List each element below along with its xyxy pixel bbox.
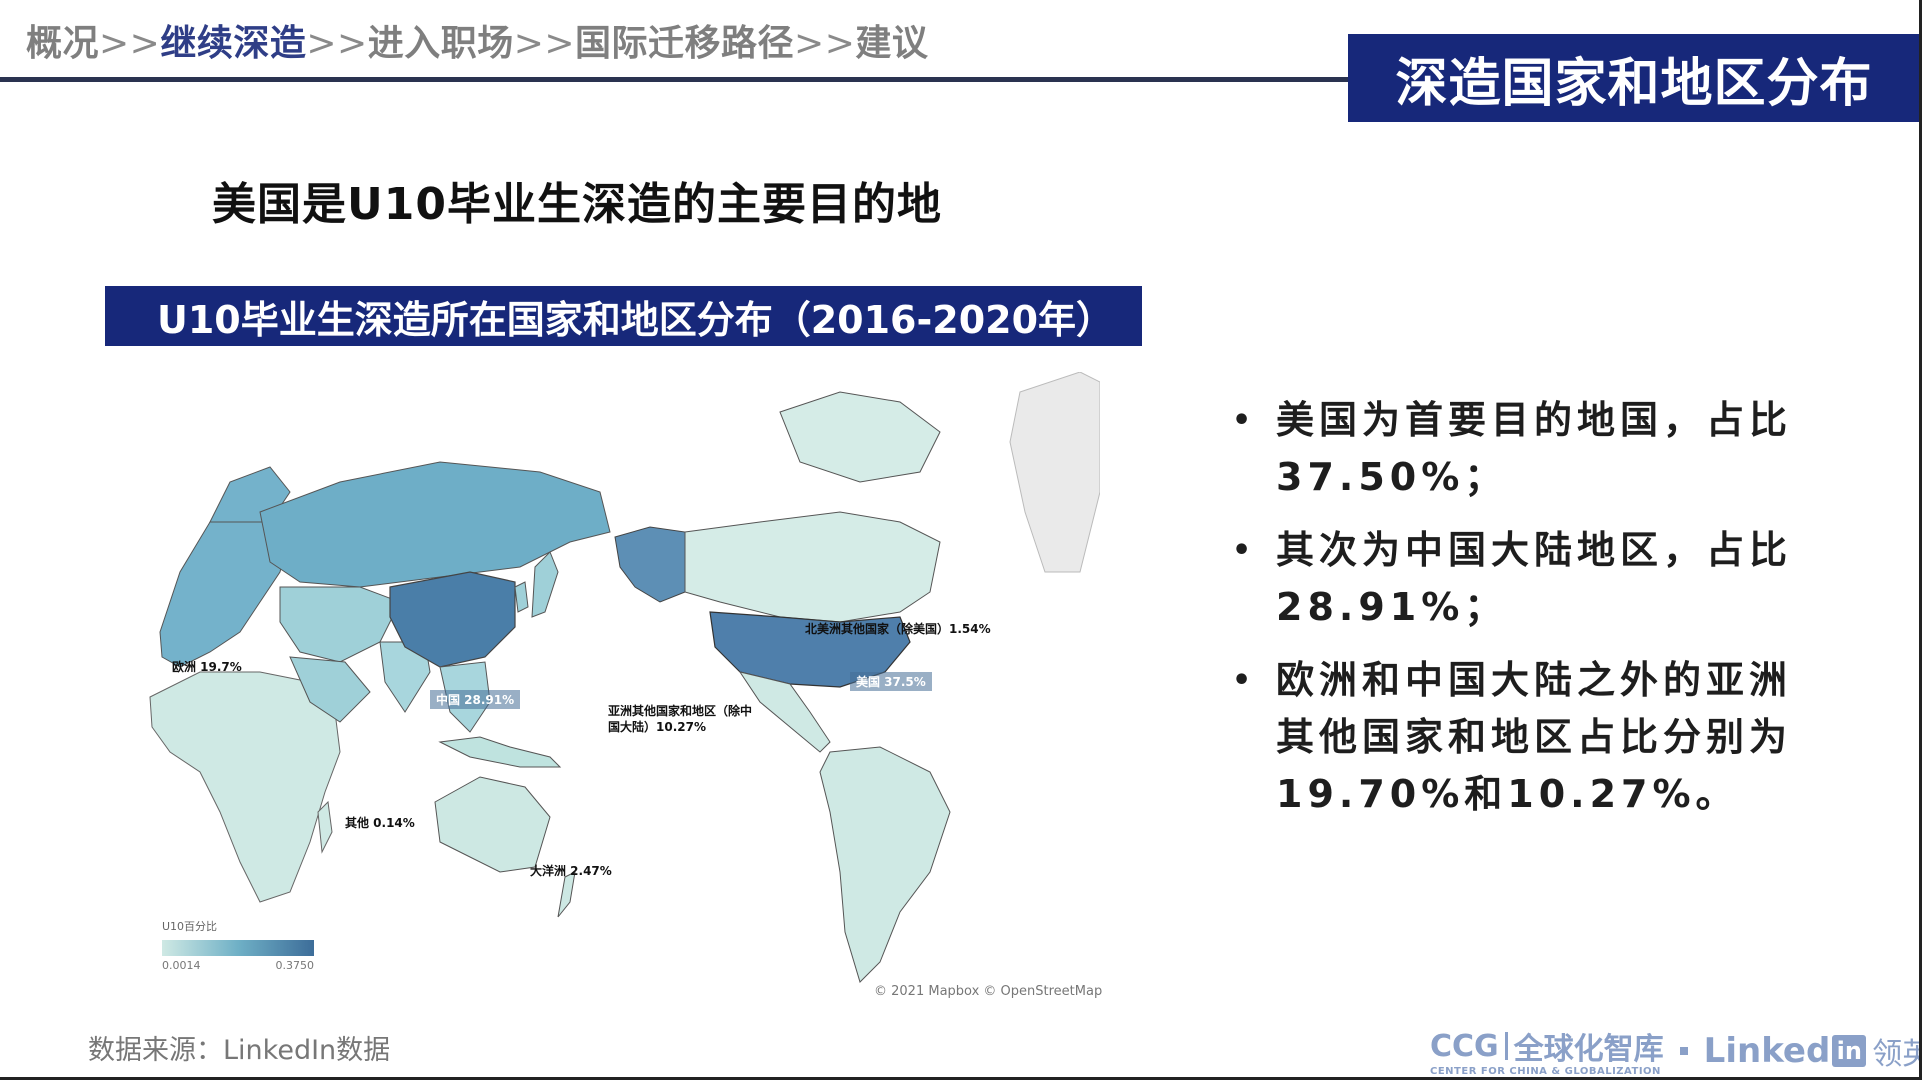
- map-region-indonesia: [438, 736, 562, 768]
- map-region-new-zealand: [557, 871, 576, 918]
- map-attribution[interactable]: © 2021 Mapbox © OpenStreetMap: [874, 984, 1103, 999]
- map-region-middle-east: [289, 656, 371, 723]
- data-source-note: 数据来源：LinkedIn数据: [88, 1035, 391, 1066]
- breadcrumb-separator: >>: [306, 23, 368, 64]
- breadcrumb-item-workplace[interactable]: 进入职场: [367, 23, 514, 64]
- ccg-logo-text: CCG: [1430, 1028, 1499, 1064]
- map-region-greenland: [1009, 372, 1100, 573]
- frame-edge-bottom: [0, 1077, 1922, 1080]
- header-divider: [0, 77, 1350, 82]
- ccg-logo-subtitle: CENTER FOR CHINA & GLOBALIZATION: [1430, 1066, 1661, 1077]
- map-label-north-america-other: 北美洲其他国家（除美国）1.54%: [805, 622, 991, 636]
- breadcrumb-item-further-study[interactable]: 继续深造: [160, 23, 307, 64]
- map-region-russia: [259, 461, 611, 588]
- footer-logos: CCG 全球化智库 CENTER FOR CHINA & GLOBALIZATI…: [1430, 1024, 1922, 1078]
- bullet-dot-icon: •: [1232, 533, 1257, 568]
- breadcrumb-separator: >>: [513, 23, 576, 64]
- map-region-australia: [434, 776, 551, 873]
- map-label-usa: 美国 37.5%: [850, 672, 932, 691]
- map-label-europe: 欧洲 19.7%: [172, 660, 242, 674]
- bullet-text: 美国为首要目的地国，占比37.50%；: [1276, 398, 1793, 499]
- linkedin-in-icon: in: [1832, 1034, 1867, 1067]
- map-region-japan: [531, 551, 559, 618]
- ccg-logo-divider: [1504, 1032, 1508, 1060]
- bullet-list: • 美国为首要目的地国，占比37.50%； • 其次为中国大陆地区，占比28.91%…: [1232, 392, 1832, 839]
- linkedin-logo-text: Linked: [1703, 1030, 1831, 1071]
- map-label-other: 其他 0.14%: [345, 816, 415, 830]
- map-region-south-america: [819, 746, 951, 983]
- map-region-mexico: [738, 671, 831, 753]
- breadcrumb-item-overview[interactable]: 概况: [26, 23, 100, 64]
- breadcrumb-item-suggestions[interactable]: 建议: [855, 23, 929, 64]
- map-region-madagascar: [317, 800, 333, 854]
- linkedin-logo-cn: 领英: [1872, 1036, 1922, 1072]
- breadcrumb-item-migration-path[interactable]: 国际迁移路径: [575, 23, 795, 64]
- frame-edge-right: [1919, 0, 1922, 1080]
- world-map-svg: [140, 372, 1100, 1002]
- legend-max: 0.3750: [275, 959, 315, 972]
- map-region-africa: [149, 671, 341, 903]
- map-region-canada: [684, 511, 941, 623]
- linkedin-logo: Linked in 领英: [1704, 1029, 1922, 1073]
- bullet-dot-icon: •: [1232, 663, 1257, 698]
- map-label-asia-other-line1: 亚洲其他国家和地区（除中: [608, 704, 753, 718]
- map-label-asia-other-line2: 国大陆）10.27%: [608, 720, 706, 734]
- breadcrumb: 概况>>继续深造>>进入职场>>国际迁移路径>>建议: [26, 14, 928, 66]
- map-region-central-asia: [279, 586, 401, 663]
- map-region-arctic-islands: [779, 391, 941, 483]
- bullet-dot-icon: •: [1232, 403, 1257, 438]
- map-region-europe: [159, 511, 291, 668]
- ccg-logo-cn: 全球化智库: [1513, 1032, 1664, 1067]
- map-label-oceania: 大洋洲 2.47%: [530, 864, 612, 878]
- ccg-logo: CCG 全球化智库 CENTER FOR CHINA & GLOBALIZATI…: [1430, 1024, 1664, 1078]
- bullet-text: 其次为中国大陆地区，占比28.91%；: [1276, 528, 1793, 629]
- bullet-item: • 其次为中国大陆地区，占比28.91%；: [1232, 522, 1832, 636]
- map-title-banner: U10毕业生深造所在国家和地区分布（2016-2020年）: [105, 286, 1142, 346]
- bullet-item: • 美国为首要目的地国，占比37.50%；: [1232, 392, 1832, 506]
- map-legend: U10百分比 0.0014 0.3750: [162, 918, 322, 972]
- logo-separator: [1679, 1046, 1688, 1055]
- bullet-item: • 欧洲和中国大陆之外的亚洲其他国家和地区占比分别为19.70%和10.27%。: [1232, 652, 1832, 823]
- legend-min: 0.0014: [162, 959, 201, 972]
- breadcrumb-separator: >>: [794, 23, 856, 64]
- page-headline: 美国是U10毕业生深造的主要目的地: [212, 179, 942, 230]
- world-map: 欧洲 19.7% 中国 28.91% 亚洲其他国家和地区（除中 国大陆）10.2…: [140, 372, 1100, 1002]
- bullet-text: 欧洲和中国大陆之外的亚洲其他国家和地区占比分别为19.70%和10.27%。: [1276, 658, 1793, 816]
- breadcrumb-separator: >>: [99, 23, 161, 64]
- map-region-alaska: [614, 526, 686, 603]
- legend-title: U10百分比: [162, 920, 218, 933]
- map-label-china: 中国 28.91%: [430, 690, 521, 709]
- legend-color-bar: [162, 940, 314, 956]
- section-title: 深造国家和地区分布: [1348, 34, 1920, 122]
- map-region-korea: [514, 581, 529, 613]
- map-region-china: [389, 571, 516, 668]
